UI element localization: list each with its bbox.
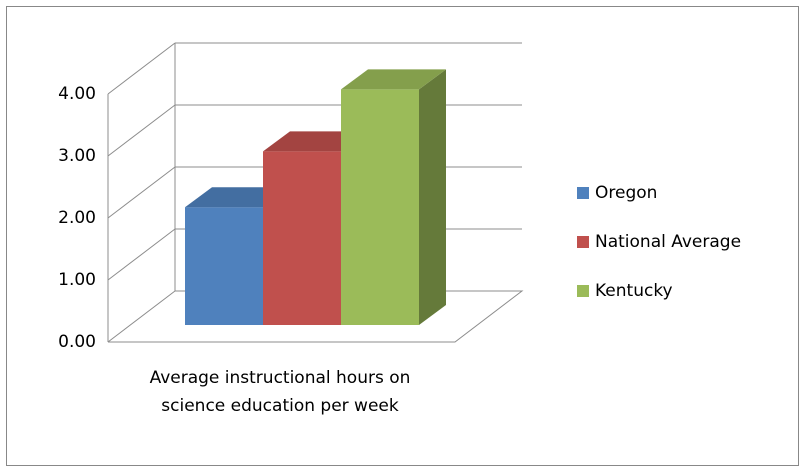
y-tick-label: 2.00 (58, 208, 96, 228)
bar-top (341, 69, 446, 90)
legend-swatch (577, 285, 589, 297)
grid-line (107, 104, 176, 157)
y-tick-label: 0.00 (58, 332, 96, 352)
legend-label: Oregon (595, 183, 657, 203)
legend-label: National Average (595, 232, 741, 252)
bar-front (185, 207, 263, 325)
bar-front (263, 151, 341, 325)
legend-label: Kentucky (595, 281, 673, 301)
grid-line (107, 228, 176, 281)
bar-side (419, 69, 446, 326)
bar-front (341, 89, 419, 326)
x-category-label: Average instructional hours on science e… (149, 368, 411, 416)
grid-line (107, 42, 176, 95)
y-tick-label: 4.00 (58, 84, 96, 104)
y-tick-label: 1.00 (58, 270, 96, 290)
legend-swatch (577, 236, 589, 248)
y-tick-label: 3.00 (58, 146, 96, 166)
grid-line (107, 290, 176, 343)
legend-swatch (577, 187, 589, 199)
grid-line (107, 166, 176, 219)
